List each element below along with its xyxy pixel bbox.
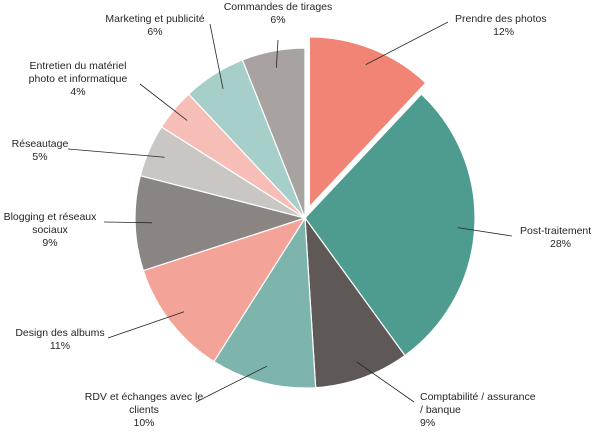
slice-name-marketing-et-publicite: Marketing et publicité — [105, 13, 204, 25]
slice-name-entretien-du-materiel-photo-et-informatique: photo et informatique — [29, 73, 128, 85]
slice-percent-rdv-et-echanges-avec-le-clients: 10% — [133, 417, 154, 429]
slice-comptabilite-assurance-banque — [304, 215, 406, 389]
slice-label-marketing-et-publicite: Marketing et publicité 6% — [105, 13, 204, 38]
slice-label-design-des-albums: Design des albums 11% — [15, 327, 104, 352]
slice-label-rdv-et-echanges-avec-le-clients: RDV et échanges avec le clients 10% — [85, 391, 204, 429]
slice-name-commandes-de-tirages: Commandes de tirages — [224, 1, 333, 13]
slice-percent-blogging-et-reseaux-sociaux: 9% — [42, 237, 57, 249]
slice-post-traitement — [304, 93, 476, 357]
leader-line-reseautage — [67, 148, 165, 158]
pie-slices — [134, 36, 476, 389]
leader-line-rdv-et-echanges-avec-le-clients — [195, 365, 268, 403]
slice-prendre-des-photos — [308, 36, 427, 209]
slice-label-blogging-et-reseaux-sociaux: Blogging et réseaux sociaux 9% — [4, 211, 98, 249]
slice-name-comptabilite-assurance-banque: / banque — [420, 404, 461, 416]
slice-labels: Prendre des photos 12% Post-traitement 28% C… — [4, 1, 592, 429]
slice-name-post-traitement: Post-traitement — [520, 225, 591, 237]
slice-rdv-et-echanges-avec-le-clients — [213, 216, 317, 389]
slice-label-prendre-des-photos: Prendre des photos 12% — [455, 13, 547, 38]
slice-name-comptabilite-assurance-banque: Comptabilité / assurance — [420, 391, 536, 403]
leader-line-entretien-du-materiel-photo-et-informatique — [139, 83, 188, 121]
slice-commandes-de-tirages — [241, 47, 306, 219]
slice-design-des-albums — [142, 216, 307, 363]
slice-label-reseautage: Réseautage 5% — [12, 138, 69, 163]
leader-line-design-des-albums — [107, 311, 185, 339]
slice-name-blogging-et-reseaux-sociaux: Blogging et réseaux — [4, 211, 98, 223]
slice-name-rdv-et-echanges-avec-le-clients: RDV et échanges avec le — [85, 391, 204, 403]
leader-lines — [67, 21, 513, 403]
leader-line-blogging-et-reseaux-sociaux — [103, 221, 153, 224]
slice-percent-post-traitement: 28% — [550, 238, 571, 250]
slice-percent-prendre-des-photos: 12% — [493, 26, 514, 38]
slice-percent-commandes-de-tirages: 6% — [270, 14, 285, 26]
leader-line-comptabilite-assurance-banque — [356, 361, 415, 403]
slice-name-reseautage: Réseautage — [12, 138, 69, 150]
slice-percent-reseautage: 5% — [32, 151, 47, 163]
leader-line-post-traitement — [457, 227, 513, 237]
slice-percent-comptabilite-assurance-banque: 9% — [420, 417, 435, 429]
slice-name-rdv-et-echanges-avec-le-clients: clients — [129, 404, 159, 416]
slice-label-entretien-du-materiel-photo-et-informatique: Entretien du matériel photo et informatiq… — [29, 60, 128, 98]
slice-percent-design-des-albums: 11% — [50, 340, 70, 352]
leader-line-prendre-des-photos — [365, 21, 449, 65]
leader-line-commandes-de-tirages — [275, 39, 279, 68]
slice-label-commandes-de-tirages: Commandes de tirages 6% — [224, 1, 333, 26]
slice-name-entretien-du-materiel-photo-et-informatique: Entretien du matériel — [30, 60, 127, 72]
slice-name-prendre-des-photos: Prendre des photos — [455, 13, 547, 25]
slice-name-design-des-albums: Design des albums — [15, 327, 104, 339]
slice-label-post-traitement: Post-traitement 28% — [520, 225, 591, 250]
slice-blogging-et-reseaux-sociaux — [134, 174, 308, 272]
slice-label-comptabilite-assurance-banque: Comptabilité / assurance / banque 9% — [420, 391, 536, 429]
slice-percent-marketing-et-publicite: 6% — [147, 26, 162, 38]
slice-percent-entretien-du-materiel-photo-et-informatique: 4% — [70, 86, 85, 98]
slice-name-blogging-et-reseaux-sociaux: sociaux — [32, 224, 68, 236]
leader-line-marketing-et-publicite — [209, 23, 224, 89]
